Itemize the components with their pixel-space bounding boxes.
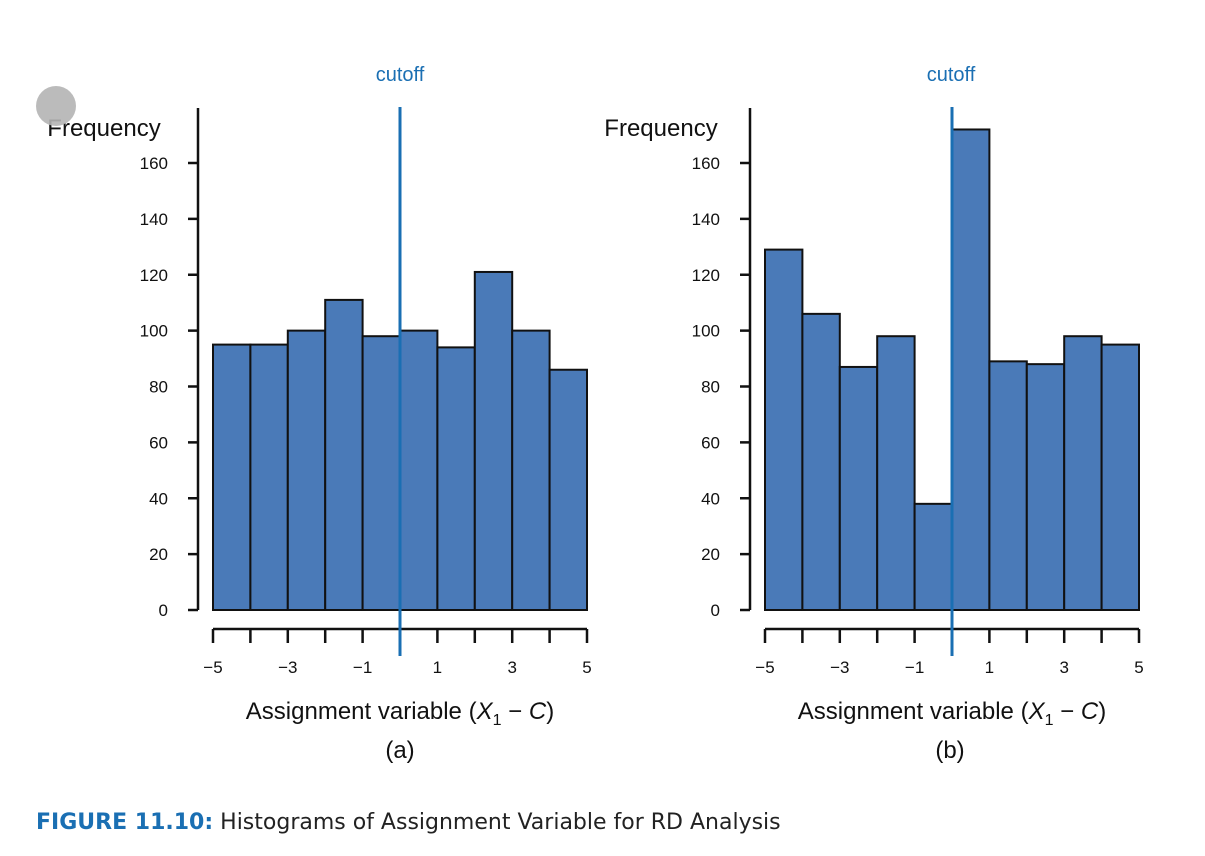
histogram-bar	[801, 312, 841, 611]
histogram-bar	[764, 248, 804, 611]
y-tick-label: 120	[692, 266, 720, 285]
histogram-bar	[473, 270, 514, 611]
y-tick-label: 80	[149, 378, 168, 397]
x-tick-label: 5	[582, 658, 591, 677]
histogram-bar	[324, 298, 364, 611]
histogram-bar	[249, 343, 289, 611]
x-axis-label: Assignment variable (X1 − C)	[246, 698, 554, 729]
x-tick-label: 3	[1059, 658, 1068, 677]
y-tick-label: 80	[701, 378, 720, 397]
x-tick-label: 1	[433, 658, 442, 677]
histogram-bar	[913, 502, 953, 611]
caption-text: Histograms of Assignment Variable for RD…	[220, 810, 781, 835]
y-tick-label: 100	[692, 322, 720, 341]
histogram-bar	[511, 329, 551, 611]
y-tick-label: 0	[159, 601, 168, 620]
x-axis-label: Assignment variable (X1 − C)	[798, 698, 1106, 729]
y-tick-label: 20	[701, 545, 720, 564]
y-tick-label: 60	[149, 433, 168, 452]
cutoff-label: cutoff	[376, 64, 425, 86]
y-tick-label: 120	[140, 266, 168, 285]
histogram-bar	[286, 329, 327, 611]
x-tick-label: 5	[1134, 658, 1143, 677]
histogram-bar	[399, 329, 439, 611]
y-tick-label: 20	[149, 545, 168, 564]
histogram-bar	[212, 343, 252, 611]
x-tick-label: −5	[755, 658, 774, 677]
y-axis-label: Frequency	[604, 115, 717, 142]
y-tick-label: 0	[711, 601, 720, 620]
x-tick-label: 1	[985, 658, 994, 677]
y-tick-label: 40	[149, 489, 168, 508]
histogram-bar	[876, 335, 916, 611]
x-tick-label: −1	[353, 658, 372, 677]
x-tick-label: 3	[507, 658, 516, 677]
y-tick-label: 160	[692, 154, 720, 173]
cutoff-label: cutoff	[927, 64, 976, 86]
caption-label: FIGURE 11.10:	[36, 810, 214, 835]
histogram-panel-b: 0 20 40 60 80 100 120 140 160 Frequency −5 −3 −1 1 3 5 A…	[604, 64, 1143, 764]
cursor-marker	[36, 86, 76, 126]
histogram-bar	[436, 346, 476, 611]
histogram-bar	[951, 128, 991, 611]
x-tick-label: −1	[905, 658, 924, 677]
y-tick-label: 140	[692, 210, 720, 229]
histogram-bar	[361, 335, 402, 611]
y-tick-label: 140	[140, 210, 168, 229]
histogram-bar	[1063, 335, 1103, 611]
histogram-bar	[988, 360, 1028, 612]
x-tick-label: −5	[203, 658, 222, 677]
histogram-bar	[1100, 343, 1140, 611]
x-tick-label: −3	[830, 658, 849, 677]
x-tick-label: −3	[278, 658, 297, 677]
y-tick-label: 60	[701, 433, 720, 452]
figure-caption: FIGURE 11.10: Histograms of Assignment V…	[36, 810, 781, 835]
histogram-bar	[548, 368, 588, 611]
histogram-bar	[838, 365, 879, 611]
panel-label: (b)	[935, 737, 964, 764]
panel-label: (a)	[385, 737, 414, 764]
histogram-bar	[1025, 363, 1066, 611]
y-tick-label: 160	[140, 154, 168, 173]
y-tick-label: 100	[140, 322, 168, 341]
y-tick-label: 40	[701, 489, 720, 508]
